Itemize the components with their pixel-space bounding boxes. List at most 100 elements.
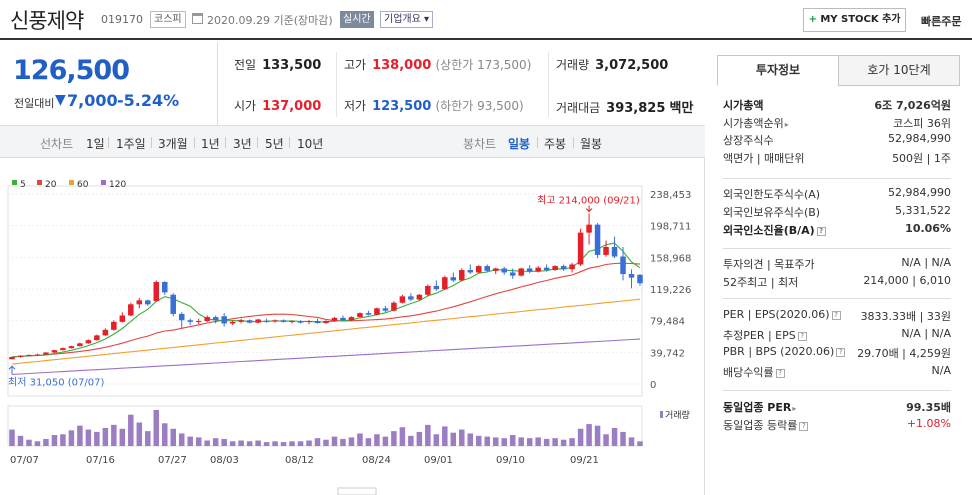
- company-info-button[interactable]: 기업개요 ▾: [380, 11, 433, 28]
- low-value: 123,500: [372, 99, 432, 114]
- tab-order-book[interactable]: 호가 10단계: [838, 55, 960, 86]
- period-1y[interactable]: 1년: [201, 137, 220, 151]
- legend-label: 20: [45, 180, 57, 190]
- info-row-value: 52,984,990: [888, 186, 951, 199]
- help-icon[interactable]: ?: [797, 331, 807, 341]
- candle-chart-label[interactable]: 봉차트: [463, 137, 497, 151]
- moving-average-line: [11, 242, 641, 358]
- volume-bar: [611, 428, 618, 446]
- prev-close-cell: 전일 133,500: [234, 56, 321, 73]
- chart-scroll-handle: [337, 487, 377, 495]
- volume-bar: [391, 431, 397, 446]
- period-3y[interactable]: 3년: [233, 137, 252, 151]
- legend-swatch: [101, 180, 106, 185]
- candle-body: [348, 317, 355, 321]
- info-row-value: 99.35배: [906, 401, 951, 414]
- volume-bar: [603, 434, 609, 446]
- divider: [336, 52, 337, 117]
- volume-bar: [399, 427, 406, 446]
- candle-weekly[interactable]: 주봉: [544, 137, 567, 151]
- volume-bar: [289, 441, 295, 446]
- info-row: 시가총액순위▸ 코스피 36위: [723, 115, 951, 131]
- prev-close-value: 133,500: [262, 58, 322, 73]
- volume-bar: [560, 439, 567, 446]
- help-icon[interactable]: ?: [831, 311, 841, 320]
- candle-body: [229, 321, 236, 324]
- calendar-icon: [192, 13, 203, 24]
- candle-body: [357, 313, 363, 318]
- y-tick-label: 79,484: [650, 317, 685, 328]
- candle-body: [603, 246, 609, 255]
- candle-body: [161, 282, 168, 293]
- info-row: PBR | BPS (2020.06)? 29.70배 | 4,259원: [723, 345, 951, 361]
- divider: [723, 248, 951, 249]
- realtime-button[interactable]: 실시간: [340, 11, 374, 28]
- volume-bar: [526, 438, 533, 446]
- candle-body: [212, 317, 219, 321]
- help-icon[interactable]: ?: [816, 227, 826, 236]
- y-tick-label: 198,711: [650, 222, 691, 233]
- period-1d[interactable]: 1일: [86, 137, 105, 151]
- candle-daily[interactable]: 일봉: [508, 137, 531, 151]
- candle-body: [586, 224, 592, 233]
- period-5y[interactable]: 5년: [265, 137, 284, 151]
- period-3m[interactable]: 3개월: [158, 137, 188, 151]
- quick-order-link[interactable]: 빠른주문: [921, 15, 962, 28]
- candle-body: [280, 320, 287, 322]
- price-summary: 126,500 전일대비 ▼ 7,000 -5.24%: [0, 42, 218, 125]
- volume-label: 거래량: [556, 58, 590, 72]
- line-chart-label[interactable]: 선차트: [40, 137, 74, 151]
- info-row: 액면가 | 매매단위 500원 | 1주: [723, 150, 951, 166]
- info-row: 외국인소진율(B/A)? 10.06%: [723, 222, 951, 238]
- info-row-label: 추정PER | EPS?: [723, 327, 807, 343]
- period-10y[interactable]: 10년: [297, 137, 324, 151]
- volume-bar: [68, 430, 75, 446]
- caret-right-icon[interactable]: ▸: [784, 119, 789, 129]
- info-row-value: 5,331,522: [895, 204, 951, 217]
- candle-body: [569, 264, 575, 270]
- volume-value: 3,072,500: [595, 58, 669, 73]
- info-row-label: 외국인한도주식수(A): [723, 188, 821, 201]
- investment-info-panel: 투자정보 호가 10단계 시가총액 6조 7,026억원 시가총액순위▸ 코스피 36…: [705, 42, 972, 495]
- candlestick-chart: 238,453 198,711 158,968 119,226 79,484 39,742…: [7, 180, 691, 495]
- volume-bar: [26, 439, 32, 446]
- info-row-label: 외국인소진율(B/A)?: [723, 222, 826, 238]
- candle-body: [577, 232, 584, 265]
- x-tick-label: 09/01: [424, 455, 453, 466]
- volume-legend-label: 거래량: [665, 409, 690, 421]
- candle-body: [365, 313, 372, 315]
- divider: [151, 137, 152, 148]
- moving-average-line: [11, 298, 641, 365]
- candle-body: [221, 316, 227, 324]
- x-tick-label: 09/21: [570, 455, 599, 466]
- candle-body: [289, 321, 295, 323]
- volume-bar: [594, 425, 601, 446]
- y-tick-label: 119,226: [650, 285, 691, 296]
- candle-body: [611, 246, 618, 257]
- volume-bar: [450, 432, 457, 446]
- volume-bar: [187, 436, 193, 446]
- chart-period-bar: 선차트 1일 1주일 3개월 1년 3년 5년 10년 봉차트 일봉 주봉 월봉: [0, 125, 705, 158]
- volume-bar: [306, 440, 312, 446]
- add-mystock-button[interactable]: + MY STOCK 추가: [803, 8, 906, 32]
- candle-body: [340, 317, 346, 321]
- candle-monthly[interactable]: 월봉: [580, 137, 603, 151]
- help-icon[interactable]: ?: [836, 348, 846, 357]
- legend-swatch: [37, 180, 42, 185]
- y-tick-label: 238,453: [650, 190, 691, 201]
- help-icon[interactable]: ?: [775, 368, 785, 378]
- help-icon[interactable]: ?: [799, 422, 809, 431]
- tab-investment-info[interactable]: 투자정보: [717, 55, 839, 86]
- volume-bar: [136, 422, 143, 446]
- info-row-value: 코스피 36위: [893, 116, 951, 130]
- info-row: 외국인보유주식수(B) 5,331,522: [723, 204, 951, 220]
- caret-right-icon[interactable]: ▸: [792, 404, 797, 413]
- volume-bar: [620, 431, 626, 446]
- divider: [723, 390, 951, 391]
- info-row: 시가총액 6조 7,026억원: [723, 97, 951, 113]
- candle-body: [187, 320, 193, 322]
- period-1w[interactable]: 1주일: [116, 137, 146, 151]
- candle-body: [331, 317, 338, 322]
- info-row-label: PBR | BPS (2020.06)?: [723, 345, 846, 358]
- volume-bar: [297, 441, 304, 446]
